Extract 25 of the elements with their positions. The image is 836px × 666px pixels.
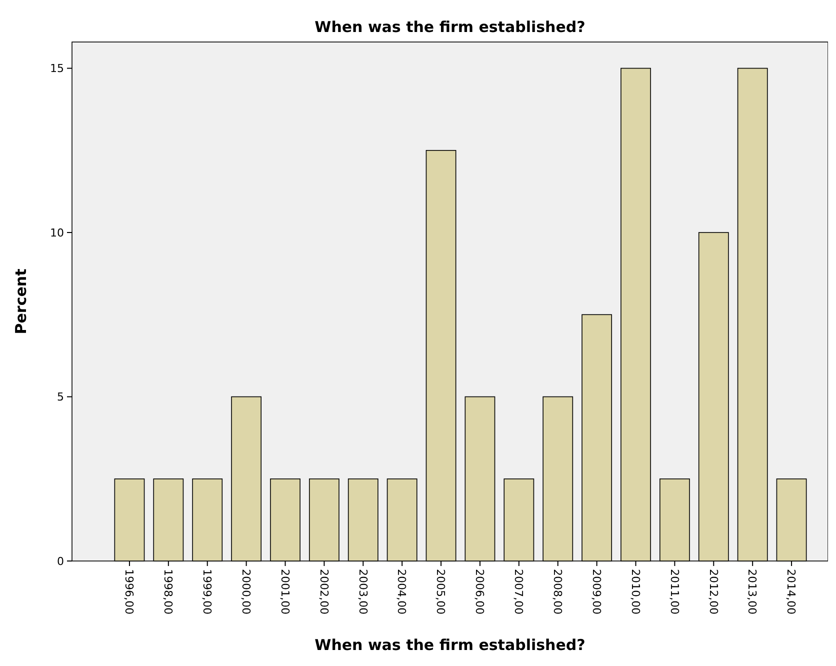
y-axis-title: Percent bbox=[12, 268, 30, 334]
y-tick-label: 5 bbox=[57, 390, 64, 404]
x-tick-label: 2007,00 bbox=[512, 569, 526, 614]
x-tick-label: 2011,00 bbox=[668, 569, 681, 614]
x-axis-title: When was the firm established? bbox=[314, 636, 586, 654]
x-tick-label: 2005,00 bbox=[434, 569, 448, 614]
x-tick-label: 1999,00 bbox=[200, 569, 214, 614]
x-tick-label: 2002,00 bbox=[317, 569, 330, 614]
y-tick-label: 10 bbox=[50, 226, 64, 240]
x-tick-label: 2013,00 bbox=[746, 569, 759, 614]
y-tick-label: 0 bbox=[57, 554, 64, 568]
x-tick-label: 2003,00 bbox=[356, 569, 370, 614]
x-tick-label: 2004,00 bbox=[395, 569, 408, 614]
x-tick-label: 2009,00 bbox=[590, 569, 603, 614]
x-tick-label: 2008,00 bbox=[551, 569, 564, 614]
x-tick-label: 2000,00 bbox=[239, 569, 252, 614]
x-tick-label: 1998,00 bbox=[162, 569, 175, 614]
x-tick-label: 2001,00 bbox=[278, 569, 292, 614]
y-tick-label: 15 bbox=[50, 62, 64, 76]
x-tick-label: 2006,00 bbox=[473, 569, 486, 614]
x-tick-label: 2014,00 bbox=[784, 569, 798, 614]
chart-title: When was the firm established? bbox=[314, 18, 586, 36]
x-tick-label: 1996,00 bbox=[122, 569, 136, 614]
x-tick-label: 2012,00 bbox=[706, 569, 720, 614]
x-tick-label: 2010,00 bbox=[628, 569, 642, 614]
